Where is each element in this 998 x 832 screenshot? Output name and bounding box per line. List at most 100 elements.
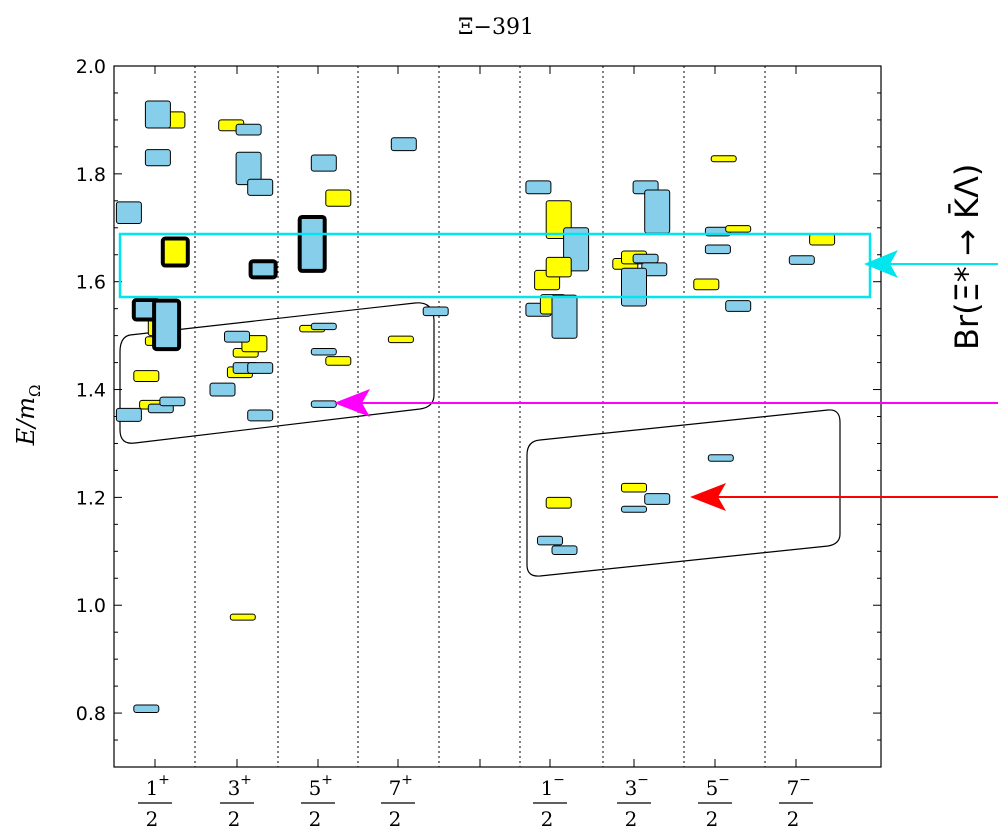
level-box-blue [209,382,236,397]
cyan-arrow [864,250,998,278]
level-box-blue [310,348,337,356]
level-box-blue [152,298,182,352]
level-box-blue [621,505,647,513]
x-tick-label: 5 − 2 [698,772,732,831]
x-tick-parity: + [401,772,413,788]
y-tick-label: 1.6 [76,272,106,294]
plot-frame [113,65,882,768]
side-label: Br(Ξ* → K̄Λ) [947,164,986,350]
cyan-highlight-box [118,232,872,299]
level-box-blue [788,255,815,265]
x-tick-label: 7 +2 [381,772,415,831]
chart-title: Ξ−391 [458,15,534,40]
x-ticks: 1 +23 +25 +27 +21 −23 −25 −27 −2 [138,66,813,831]
level-box-blue [725,300,752,312]
level-box-blue [422,306,449,317]
annotations [119,302,841,577]
level-box-blue [310,322,337,331]
level-box-blue [144,149,171,167]
y-tick-label: 1.0 [76,595,106,617]
level-box-blue [248,259,278,280]
x-tick-numerator: 3 [625,776,638,800]
y-tick-label: 2.0 [76,56,106,78]
level-box-yellow [133,370,160,382]
x-tick-label: 3 − 2 [617,772,651,831]
x-tick-denominator: 2 [146,807,159,831]
x-tick-numerator: 3 [228,776,241,800]
level-box-blue [621,267,647,307]
level-box-blue [247,409,274,422]
level-box-yellow [325,356,352,366]
energy-levels [115,100,836,714]
level-box-blue [551,294,578,339]
x-tick-parity: − [637,772,649,788]
x-tick-numerator: 5 [706,776,719,800]
x-tick-numerator: 7 [787,776,800,800]
level-box-yellow [725,225,752,233]
x-tick-label: 7 − 2 [779,772,813,831]
y-ticks: 0.8 1.0 1.2 1.4 1.6 1.8 2.0 [76,56,881,741]
x-tick-label: 3 +2 [220,772,254,831]
level-box-blue [644,493,671,505]
level-box-yellow [621,482,647,493]
level-box-yellow [229,613,256,621]
level-box-blue [159,396,186,407]
level-box-yellow [693,278,720,291]
x-tick-numerator: 5 [309,776,322,800]
level-box-blue [390,137,417,152]
level-box-yellow [710,155,737,163]
level-box-yellow [809,233,836,246]
level-box-blue [537,535,563,546]
x-tick-denominator: 2 [787,807,800,831]
x-tick-parity: + [158,772,170,788]
x-tick-denominator: 2 [541,807,554,831]
level-box-blue [644,189,671,234]
level-box-blue [115,407,142,422]
x-tick-label: 1 − 2 [533,772,567,831]
level-box-blue [224,330,250,343]
y-axis-label-main: E/m [12,397,40,446]
level-box-blue [551,545,578,556]
x-tick-parity: − [718,772,730,788]
level-box-blue [297,214,327,273]
x-tick-denominator: 2 [625,807,638,831]
level-box-yellow [325,189,352,207]
level-box-blue [310,400,337,408]
level-box-blue [247,362,274,374]
y-axis-label: E/mΩ [12,385,44,447]
level-box-yellow [545,496,572,509]
negative-parity-cluster-outline [526,409,841,577]
x-tick-parity: + [240,772,252,788]
level-box-blue [144,100,171,129]
level-box-blue [525,180,552,195]
x-tick-numerator: 1 [541,776,554,800]
level-box-blue [133,704,160,714]
x-tick-parity: + [321,772,333,788]
x-tick-label: 5 +2 [301,772,335,831]
level-box-yellow [545,256,572,278]
svg-text:E/mΩ: E/mΩ [12,385,44,447]
y-axis-label-sub: Ω [26,385,44,397]
y-tick-label: 1.2 [76,487,106,509]
y-tick-label: 0.8 [76,703,106,725]
level-box-yellow [160,236,190,268]
level-box-blue [632,253,659,264]
magenta-arrow [334,389,998,417]
x-tick-denominator: 2 [309,807,322,831]
y-tick-label: 1.4 [76,380,106,402]
level-box-blue [704,244,731,255]
level-box-yellow [387,335,414,344]
level-box-blue [247,178,274,196]
level-box-blue [115,201,142,224]
x-tick-parity: − [553,772,565,788]
level-box-blue [707,454,734,462]
x-tick-label: 1 +2 [138,772,172,831]
x-tick-numerator: 1 [146,776,159,800]
x-tick-numerator: 7 [389,776,402,800]
x-tick-parity: − [799,772,811,788]
level-box-blue [310,154,337,172]
x-tick-denominator: 2 [706,807,719,831]
category-separators [194,66,766,767]
y-tick-label: 1.8 [76,164,106,186]
